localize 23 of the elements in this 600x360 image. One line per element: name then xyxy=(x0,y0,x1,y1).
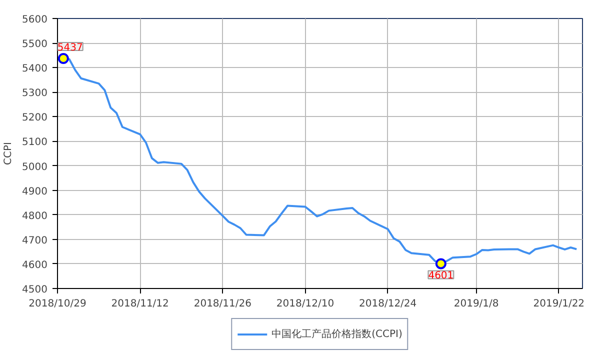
x-tick-label: 2018/12/24 xyxy=(359,298,417,310)
y-tick-label: 4700 xyxy=(22,235,48,246)
y-tick-label: 5000 xyxy=(22,162,48,173)
y-tick-label: 4800 xyxy=(22,210,48,222)
y-tick-label: 5400 xyxy=(22,64,48,75)
y-tick-label: 4900 xyxy=(22,186,48,198)
y-tick-label: 5200 xyxy=(22,112,48,124)
x-tick-label: 2019/1/22 xyxy=(533,298,585,310)
annotation: 4601 xyxy=(428,270,454,282)
annotation: 5437 xyxy=(57,42,83,54)
y-tick-label: 4600 xyxy=(22,260,48,271)
y-tick-label: 5600 xyxy=(22,14,48,26)
legend-label: 中国化工产品价格指数(CCPI) xyxy=(272,328,402,341)
x-tick-label: 2018/12/10 xyxy=(276,298,334,310)
x-tick-label: 2018/11/12 xyxy=(111,298,169,310)
y-tick-label: 5100 xyxy=(22,137,48,148)
x-tick-label: 2018/10/29 xyxy=(28,298,86,310)
y-tick-label: 5500 xyxy=(22,39,48,50)
y-tick-label: 4500 xyxy=(22,284,48,296)
y-tick-label: 5300 xyxy=(22,88,48,100)
x-tick-label: 2018/11/26 xyxy=(194,298,252,310)
x-tick-label: 2019/1/8 xyxy=(454,298,499,310)
y-axis-title: CCPI xyxy=(3,142,14,165)
